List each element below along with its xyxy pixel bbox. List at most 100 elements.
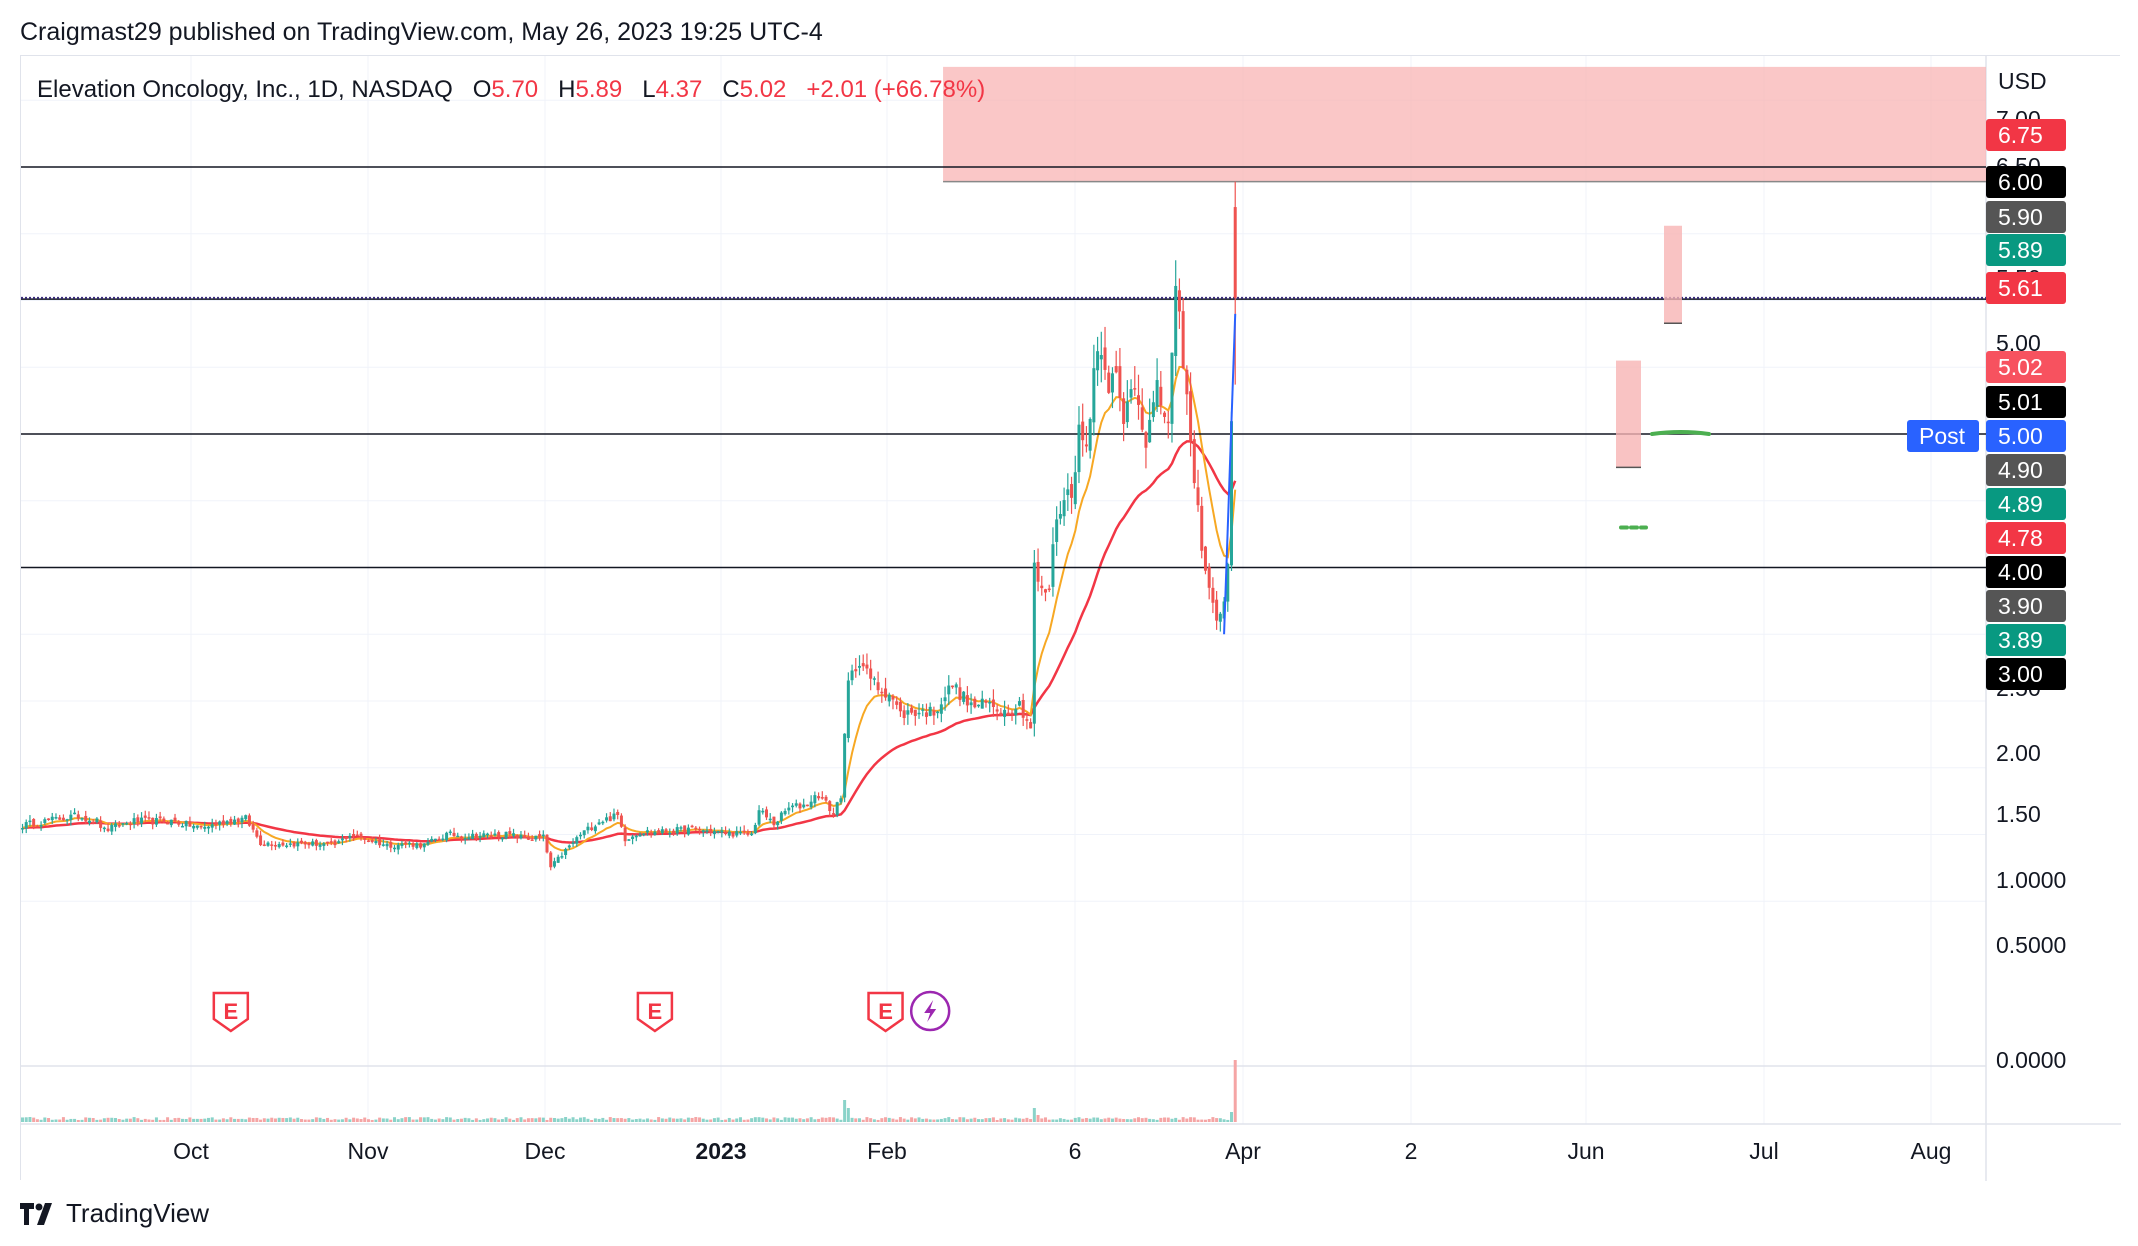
candle-body[interactable]	[779, 812, 783, 821]
candle-body[interactable]	[746, 832, 750, 835]
candle-body[interactable]	[180, 825, 184, 828]
candle-body[interactable]	[1192, 439, 1196, 484]
candle-body[interactable]	[1025, 719, 1029, 721]
candle-body[interactable]	[720, 830, 724, 833]
candle-body[interactable]	[508, 831, 512, 835]
candle-body[interactable]	[1151, 402, 1155, 418]
candle-body[interactable]	[244, 815, 248, 820]
candle-body[interactable]	[225, 820, 229, 825]
candle-body[interactable]	[366, 840, 370, 842]
candle-body[interactable]	[35, 825, 39, 828]
candle-body[interactable]	[489, 835, 493, 838]
candle-body[interactable]	[653, 831, 657, 835]
candle-body[interactable]	[1092, 368, 1096, 423]
candle-body[interactable]	[1215, 599, 1219, 621]
candle-body[interactable]	[378, 839, 382, 846]
candle-body[interactable]	[731, 832, 735, 837]
candle-body[interactable]	[538, 834, 542, 837]
candle-body[interactable]	[698, 828, 702, 831]
candle-body[interactable]	[121, 823, 125, 825]
candle-body[interactable]	[772, 816, 776, 826]
candle-body[interactable]	[884, 688, 888, 698]
candle-body[interactable]	[854, 669, 858, 672]
candle-body[interactable]	[1103, 347, 1107, 370]
candle-body[interactable]	[850, 670, 854, 681]
candle-body[interactable]	[1137, 395, 1140, 405]
candle-body[interactable]	[300, 840, 303, 844]
earnings-marker-icon[interactable]	[636, 991, 674, 1033]
candle-body[interactable]	[705, 830, 709, 832]
candle-body[interactable]	[757, 810, 761, 825]
candle-body[interactable]	[445, 832, 449, 841]
candle-body[interactable]	[1140, 407, 1144, 430]
candle-body[interactable]	[787, 807, 791, 811]
candle-body[interactable]	[1114, 366, 1118, 373]
candle-body[interactable]	[184, 820, 188, 827]
candle-body[interactable]	[1230, 421, 1233, 566]
candle-body[interactable]	[1032, 562, 1036, 724]
candle-body[interactable]	[1107, 372, 1111, 393]
candle-body[interactable]	[355, 834, 359, 837]
candle-body[interactable]	[564, 848, 568, 856]
candle-body[interactable]	[158, 816, 162, 819]
candle-body[interactable]	[917, 712, 921, 715]
candle-body[interactable]	[675, 827, 679, 834]
candle-body[interactable]	[1084, 444, 1088, 447]
candle-body[interactable]	[649, 832, 653, 834]
candle-body[interactable]	[478, 835, 482, 838]
candle-body[interactable]	[262, 844, 266, 846]
candle-body[interactable]	[954, 684, 958, 688]
candle-body[interactable]	[65, 819, 69, 821]
candle-body[interactable]	[493, 833, 497, 836]
candle-body[interactable]	[500, 837, 504, 840]
candle-body[interactable]	[348, 835, 352, 838]
candle-body[interactable]	[690, 825, 694, 828]
candle-body[interactable]	[519, 834, 523, 839]
candle-body[interactable]	[1233, 207, 1237, 298]
candle-body[interactable]	[1148, 419, 1152, 443]
price-tag-badge[interactable]	[1986, 201, 2066, 233]
candle-body[interactable]	[1017, 701, 1021, 706]
candle-body[interactable]	[214, 822, 218, 826]
candle-body[interactable]	[523, 835, 527, 839]
candle-body[interactable]	[887, 694, 891, 702]
candle-body[interactable]	[515, 835, 519, 839]
candle-body[interactable]	[247, 815, 251, 826]
candle-body[interactable]	[817, 796, 821, 799]
candle-body[interactable]	[1159, 386, 1163, 406]
candle-body[interactable]	[359, 833, 363, 838]
earnings-marker-icon[interactable]	[867, 991, 904, 1033]
candle-body[interactable]	[192, 825, 196, 829]
candle-body[interactable]	[865, 664, 869, 669]
candle-body[interactable]	[1110, 373, 1114, 393]
candle-body[interactable]	[962, 691, 966, 702]
candle-body[interactable]	[623, 827, 627, 842]
candle-body[interactable]	[802, 804, 806, 808]
candle-body[interactable]	[627, 839, 631, 841]
candle-body[interactable]	[143, 815, 147, 818]
candle-body[interactable]	[977, 704, 981, 707]
candle-body[interactable]	[939, 704, 943, 714]
candle-body[interactable]	[352, 833, 356, 837]
candle-body[interactable]	[151, 817, 155, 825]
candle-body[interactable]	[207, 826, 210, 829]
candle-body[interactable]	[1036, 561, 1040, 582]
candle-body[interactable]	[567, 845, 571, 848]
candle-body[interactable]	[1125, 401, 1129, 423]
candle-body[interactable]	[727, 831, 731, 836]
candle-body[interactable]	[333, 840, 337, 846]
candle-body[interactable]	[106, 828, 110, 831]
candle-body[interactable]	[824, 796, 828, 801]
candle-body[interactable]	[389, 842, 393, 848]
candle-body[interactable]	[136, 817, 140, 823]
candle-body[interactable]	[947, 685, 951, 695]
candle-body[interactable]	[560, 856, 564, 858]
candle-body[interactable]	[430, 838, 434, 842]
candle-body[interactable]	[876, 682, 880, 691]
candle-body[interactable]	[973, 698, 977, 708]
candle-body[interactable]	[21, 828, 24, 830]
candle-body[interactable]	[91, 822, 95, 824]
candle-body[interactable]	[631, 836, 635, 840]
candle-body[interactable]	[891, 696, 895, 700]
price-tag-badge[interactable]	[1986, 272, 2066, 304]
